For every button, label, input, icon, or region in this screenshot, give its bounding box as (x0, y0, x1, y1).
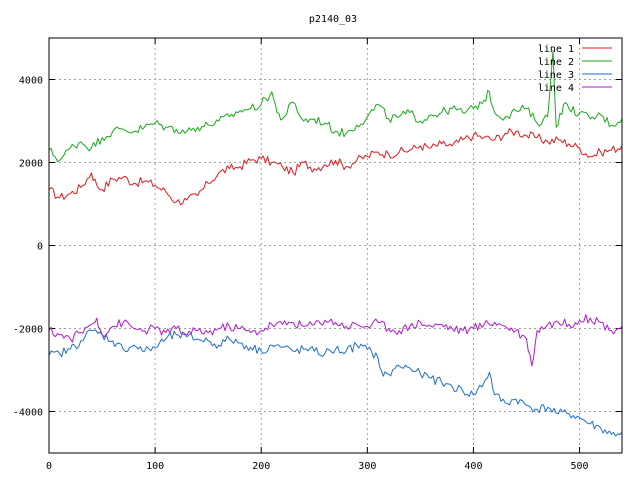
plot-area (48, 49, 623, 437)
y-tick-label: -2000 (13, 325, 43, 336)
legend-label: line 1 (538, 44, 574, 55)
chart-title: p2140_03 (309, 14, 357, 25)
legend-label: line 2 (538, 57, 574, 68)
y-tick-label: -4000 (13, 408, 43, 419)
y-tick-label: 2000 (19, 159, 43, 170)
legend-label: line 3 (538, 70, 574, 81)
series-line-line-1 (48, 128, 623, 206)
x-tick-label: 200 (252, 461, 270, 472)
plot-frame (48, 37, 623, 454)
axes: -4000 -2000 0 2000 4000 0 100 200 300 400 500 (13, 38, 622, 472)
series-line-line-2 (48, 49, 623, 163)
series-line-line-4 (48, 314, 623, 367)
x-tick-label: 0 (46, 461, 52, 472)
x-tick-label: 100 (146, 461, 164, 472)
x-tick-label: 300 (358, 461, 376, 472)
y-tick-label: 0 (37, 242, 43, 253)
legend-label: line 4 (538, 83, 574, 94)
y-tick-label: 4000 (19, 76, 43, 87)
grid (48, 38, 622, 453)
legend: line 1 line 2 line 3 line 4 (538, 44, 612, 94)
x-tick-label: 500 (571, 461, 589, 472)
x-tick-label: 400 (464, 461, 482, 472)
series-line-line-3 (48, 329, 623, 437)
